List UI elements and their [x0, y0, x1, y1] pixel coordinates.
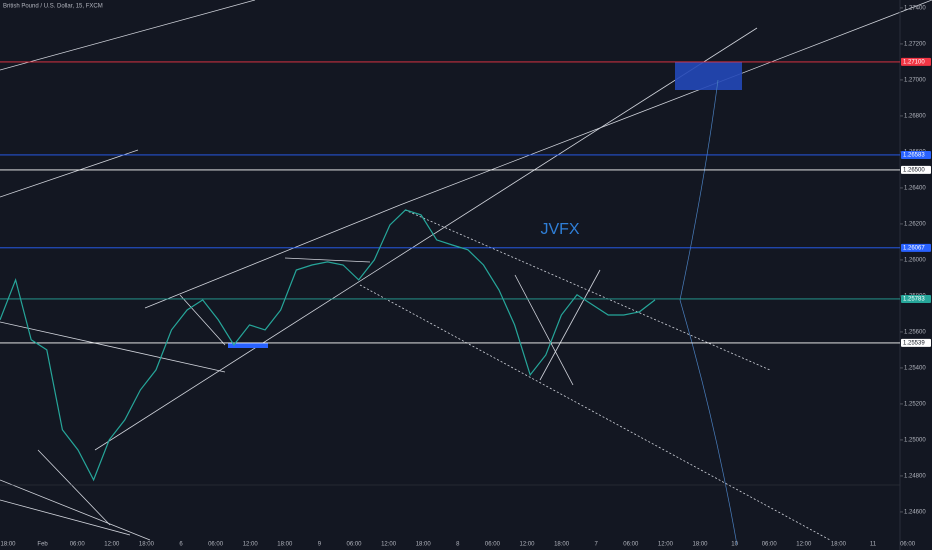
y-tick-label: 1.24600	[904, 509, 926, 515]
symbol-title: British Pound / U.S. Dollar, 15, FXCM	[3, 4, 103, 10]
x-tick-label: 12:00	[381, 542, 397, 548]
x-tick-label: 12:00	[519, 542, 535, 548]
price-label-bg	[901, 57, 931, 66]
price-label: 1.26583	[903, 153, 925, 159]
y-tick-label: 1.26400	[904, 185, 926, 191]
price-label-bg	[901, 165, 931, 174]
y-tick-label: 1.26000	[904, 257, 926, 263]
y-tick-label: 1.26800	[904, 113, 926, 119]
x-tick-label: 9	[318, 542, 322, 548]
y-tick-label: 1.27400	[904, 5, 926, 11]
x-tick-label: 06:00	[623, 542, 639, 548]
x-tick-label: Feb	[37, 542, 48, 548]
x-tick-label: 18:00	[0, 542, 16, 548]
x-tick-label: 06:00	[762, 542, 778, 548]
y-tick-label: 1.25000	[904, 437, 926, 443]
watermark: JVFX	[540, 221, 579, 238]
price-label-bg	[901, 150, 931, 159]
x-tick-label: 06:00	[900, 542, 916, 548]
x-tick-label: 10	[731, 542, 738, 548]
price-label-bg	[901, 294, 931, 303]
x-tick-label: 12:00	[796, 542, 812, 548]
price-label: 1.25783	[903, 297, 925, 303]
x-tick-label: 12:00	[243, 542, 259, 548]
x-tick-label: 06:00	[208, 542, 224, 548]
x-tick-label: 8	[456, 542, 460, 548]
x-tick-label: 12:00	[104, 542, 120, 548]
x-tick-label: 18:00	[831, 542, 847, 548]
x-tick-label: 06:00	[485, 542, 501, 548]
y-tick-label: 1.27200	[904, 41, 926, 47]
x-tick-label: 06:00	[70, 542, 86, 548]
x-tick-label: 12:00	[658, 542, 674, 548]
price-label: 1.26500	[903, 167, 925, 173]
price-label: 1.27100	[903, 59, 925, 65]
price-label-bg	[901, 338, 931, 347]
price-label: 1.26067	[903, 245, 925, 251]
y-tick-label: 1.25600	[904, 329, 926, 335]
price-label-bg	[901, 243, 931, 252]
price-line	[0, 209, 656, 482]
x-tick-label: 6	[179, 542, 183, 548]
y-tick-label: 1.27000	[904, 77, 926, 83]
x-tick-label: 18:00	[692, 542, 708, 548]
x-tick-label: 18:00	[139, 542, 155, 548]
y-tick-label: 1.26200	[904, 221, 926, 227]
y-tick-label: 1.25200	[904, 401, 926, 407]
price-label: 1.25539	[903, 340, 925, 346]
x-tick-label: 18:00	[277, 542, 293, 548]
x-tick-label: 18:00	[416, 542, 432, 548]
y-tick-label: 1.24800	[904, 473, 926, 479]
x-tick-label: 18:00	[554, 542, 570, 548]
y-tick-label: 1.25400	[904, 365, 926, 371]
x-tick-label: 06:00	[346, 542, 362, 548]
x-tick-label: 7	[595, 542, 599, 548]
x-tick-label: 11	[870, 542, 877, 548]
